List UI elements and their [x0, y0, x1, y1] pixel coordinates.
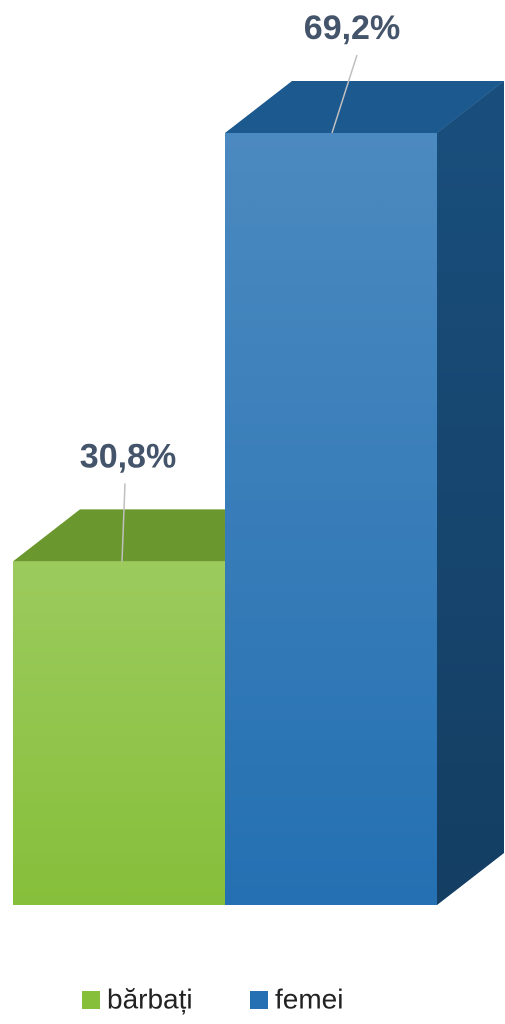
legend-label: bărbați: [107, 983, 193, 1014]
bar-top-shade: [225, 81, 504, 133]
value-label: 30,8%: [80, 437, 176, 475]
bar-shine: [225, 133, 437, 905]
leader-line: [331, 54, 358, 134]
value-label: 69,2%: [304, 9, 400, 47]
legend-swatch: [250, 991, 268, 1009]
legend-label: femei: [275, 983, 343, 1014]
bar-shine: [13, 561, 225, 905]
leader-line: [121, 483, 126, 562]
bar-side-shade: [437, 81, 504, 905]
bar-top: [225, 81, 504, 133]
legend-swatch: [82, 991, 100, 1009]
bar-top: [13, 509, 292, 562]
bar-top-shade: [13, 509, 292, 562]
